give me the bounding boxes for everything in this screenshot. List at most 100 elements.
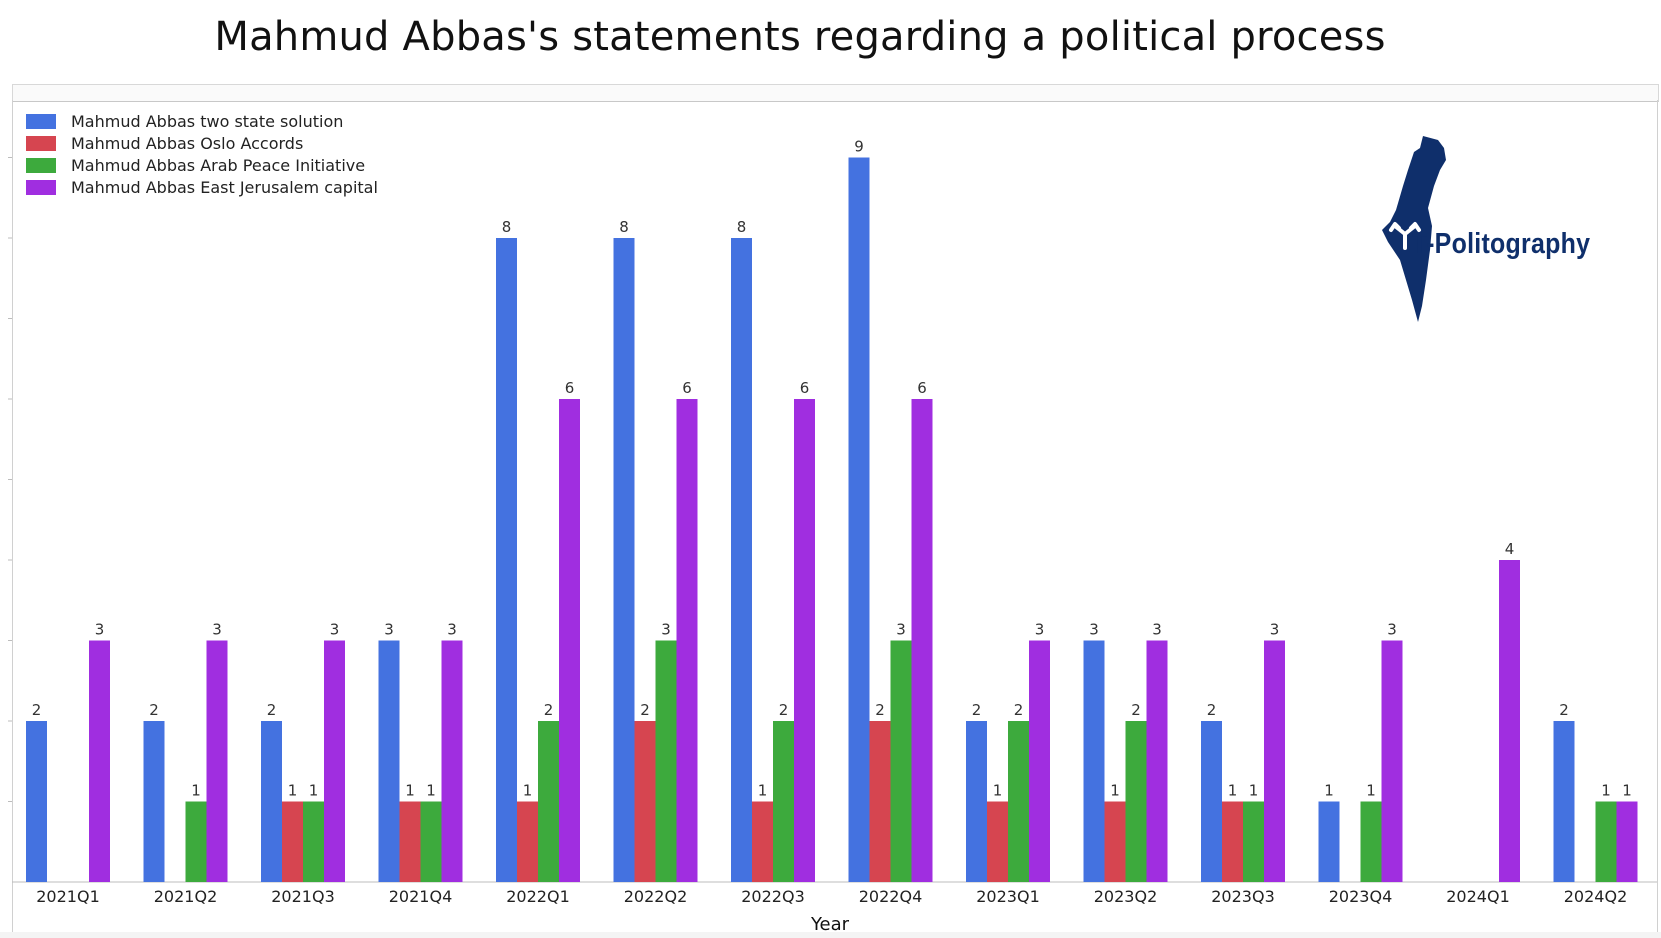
map-logo-icon <box>1382 136 1446 322</box>
x-tick-label: 2021Q4 <box>389 887 453 906</box>
bar-value-label: 2 <box>1207 701 1217 719</box>
bar-value-label: 3 <box>1035 621 1045 639</box>
legend-label: Mahmud Abbas two state solution <box>71 111 344 131</box>
bar <box>282 801 303 882</box>
bar-value-label: 1 <box>1366 782 1376 800</box>
bar <box>185 801 207 882</box>
bar-value-label: 2 <box>1559 701 1569 719</box>
bars <box>26 157 1638 882</box>
bar-value-label: 3 <box>212 621 222 639</box>
bar-value-label: 1 <box>1601 782 1611 800</box>
bar <box>655 640 677 882</box>
x-tick-label: 2024Q1 <box>1446 887 1510 906</box>
bar <box>966 721 987 882</box>
bar <box>773 721 794 882</box>
bar-value-label: 3 <box>1089 621 1099 639</box>
x-tick-label: 2021Q3 <box>271 887 335 906</box>
bar <box>1360 801 1382 882</box>
bar-value-label: 2 <box>972 701 982 719</box>
x-tick-label: 2021Q1 <box>36 887 100 906</box>
bar-value-label: 2 <box>32 701 42 719</box>
chart-title: Mahmud Abbas's statements regarding a po… <box>214 14 1386 60</box>
bar <box>1553 721 1575 882</box>
bar-value-label: 1 <box>288 782 298 800</box>
bar-value-label: 3 <box>1270 621 1280 639</box>
bar <box>538 721 559 882</box>
bar <box>890 640 912 882</box>
bar-value-label: 2 <box>1131 701 1141 719</box>
legend: Mahmud Abbas two state solution Mahmud A… <box>26 110 378 198</box>
bar <box>26 721 47 882</box>
bar <box>752 801 773 882</box>
x-tick-label: 2022Q4 <box>859 887 923 906</box>
x-tick-label: 2024Q2 <box>1564 887 1628 906</box>
legend-item-oslo: Mahmud Abbas Oslo Accords <box>26 132 378 154</box>
bottom-strip <box>0 932 1661 938</box>
bar-value-label: 2 <box>267 701 277 719</box>
bar <box>496 238 517 882</box>
bar-value-label: 1 <box>405 782 415 800</box>
bar <box>1243 801 1264 882</box>
chart-frame-top <box>12 84 1659 102</box>
bar <box>378 640 400 882</box>
chart-frame-left <box>12 100 13 938</box>
chart-frame-right <box>1657 100 1658 938</box>
bar <box>731 238 752 882</box>
legend-swatch <box>26 113 56 129</box>
bar-value-label: 3 <box>896 621 906 639</box>
bar-value-label: 6 <box>917 379 927 397</box>
bar-value-label: 2 <box>640 701 650 719</box>
bar-value-label: 9 <box>854 138 864 156</box>
bar-value-label: 1 <box>523 782 533 800</box>
x-tick-labels: 2021Q1 2021Q2 2021Q3 2021Q4 2022Q1 2022Q2 2022… <box>36 887 1627 906</box>
bar-value-label: 2 <box>1014 701 1024 719</box>
bar-value-label: 1 <box>1324 782 1334 800</box>
legend-item-east-jerusalem: Mahmud Abbas East Jerusalem capital <box>26 176 378 198</box>
bar-value-label: 1 <box>1622 782 1632 800</box>
legend-swatch <box>26 157 56 173</box>
bar-value-label: 1 <box>426 782 436 800</box>
legend-swatch <box>26 135 56 151</box>
legend-item-two-state: Mahmud Abbas two state solution <box>26 110 378 132</box>
bar <box>206 640 228 882</box>
bar-value-label: 6 <box>682 379 692 397</box>
bar-value-label: 2 <box>149 701 159 719</box>
x-tick-label: 2022Q3 <box>741 887 805 906</box>
bar <box>1029 640 1050 882</box>
bar <box>517 801 538 882</box>
bar <box>1616 801 1638 882</box>
x-tick-label: 2022Q2 <box>624 887 688 906</box>
bar <box>794 399 815 882</box>
bar <box>1146 640 1168 882</box>
bar-value-label: 1 <box>191 782 201 800</box>
bar <box>559 399 580 882</box>
bar <box>1104 801 1126 882</box>
bar <box>634 721 656 882</box>
bar <box>613 238 635 882</box>
legend-item-arab-peace: Mahmud Abbas Arab Peace Initiative <box>26 154 378 176</box>
bar-value-label: 1 <box>309 782 319 800</box>
x-axis-label: Year <box>810 914 850 935</box>
x-tick-label: 2023Q3 <box>1211 887 1275 906</box>
bar <box>441 640 463 882</box>
bar-value-label: 3 <box>384 621 394 639</box>
x-tick-label: 2023Q4 <box>1329 887 1393 906</box>
legend-label: Mahmud Abbas Arab Peace Initiative <box>71 155 366 175</box>
bar <box>1125 721 1147 882</box>
legend-label: Mahmud Abbas East Jerusalem capital <box>71 177 378 197</box>
bar-value-label: 3 <box>661 621 671 639</box>
bar-value-label: 8 <box>502 218 512 236</box>
bar <box>1083 640 1105 882</box>
legend-label: Mahmud Abbas Oslo Accords <box>71 133 304 153</box>
bar-value-label: 3 <box>447 621 457 639</box>
bar-value-label: 1 <box>1110 782 1120 800</box>
bar <box>324 640 345 882</box>
bar <box>261 721 282 882</box>
bar-value-label: 2 <box>544 701 554 719</box>
bar <box>1595 801 1617 882</box>
bar <box>1008 721 1029 882</box>
bar-value-label: 1 <box>1249 782 1259 800</box>
bar <box>869 721 891 882</box>
